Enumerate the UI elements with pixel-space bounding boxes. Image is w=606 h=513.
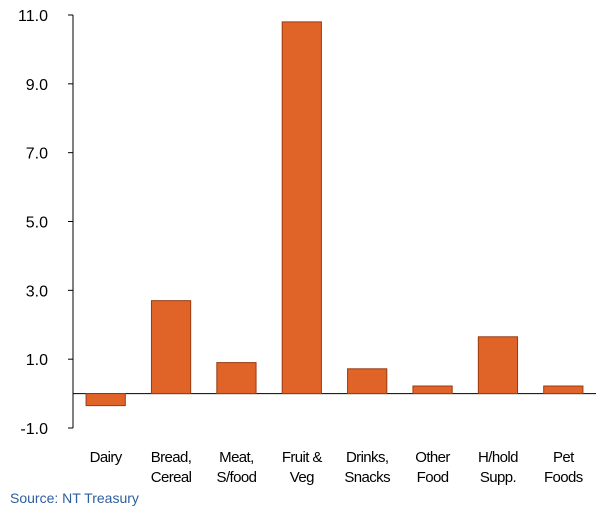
y-tick-label: 5.0 xyxy=(26,215,48,232)
y-tick-labels: -1.0 1.0 3.0 5.0 7.0 9.0 11.0 xyxy=(18,8,48,438)
bar-chart: -1.0 1.0 3.0 5.0 7.0 9.0 11.0 Dairy Bread, Cerea… xyxy=(18,8,596,486)
category-label: Dairy xyxy=(90,449,123,466)
bar xyxy=(281,21,322,395)
category-label: Pet Foods xyxy=(544,449,583,486)
category-label: H/hold Supp. xyxy=(478,449,518,486)
y-tick-label: 11.0 xyxy=(18,8,48,25)
y-tick-label: 9.0 xyxy=(26,77,48,94)
category-label: Bread, Cereal xyxy=(151,449,192,486)
category-label: Drinks, Snacks xyxy=(344,449,390,486)
x-tick-labels: Dairy Bread, Cereal Meat, S/food Fruit & Veg Dr… xyxy=(90,449,584,486)
category-label: Fruit & Veg xyxy=(282,449,323,486)
y-tick-label: 7.0 xyxy=(26,146,48,163)
source-note: Source: NT Treasury xyxy=(10,490,139,506)
y-tick-label: -1.0 xyxy=(20,421,48,438)
bar xyxy=(85,393,126,407)
y-tick-label: 3.0 xyxy=(26,283,48,300)
chart-bars xyxy=(85,21,584,407)
category-label: Other Food xyxy=(415,449,450,486)
bar xyxy=(412,385,453,395)
bar xyxy=(216,362,257,395)
category-label: Meat, S/food xyxy=(217,449,257,486)
bar xyxy=(543,385,584,395)
bar xyxy=(477,336,519,395)
y-tick-label: 1.0 xyxy=(26,352,48,369)
bar xyxy=(347,368,388,395)
bar xyxy=(150,300,192,395)
